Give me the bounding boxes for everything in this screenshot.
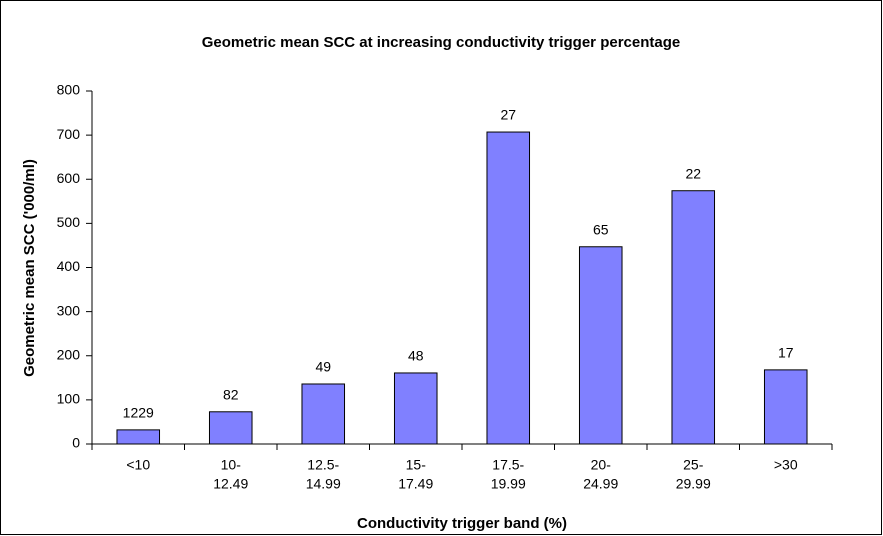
y-tick-label: 500 <box>57 214 81 230</box>
x-tick-label: 29.99 <box>676 476 711 492</box>
count-label: 82 <box>223 386 239 402</box>
count-label: 1229 <box>123 405 154 421</box>
y-tick-label: 600 <box>57 170 81 186</box>
bar <box>208 411 253 445</box>
x-tick-label: 12.5- <box>307 457 339 473</box>
x-tick-label: 19.99 <box>491 476 526 492</box>
x-tick-label: 12.49 <box>213 476 248 492</box>
bar <box>671 190 716 445</box>
chart-title: Geometric mean SCC at increasing conduct… <box>202 34 680 51</box>
y-tick-label: 400 <box>57 258 81 274</box>
count-label: 48 <box>408 348 424 364</box>
y-tick-label: 800 <box>57 82 81 98</box>
count-label: 27 <box>500 107 516 123</box>
count-label: 22 <box>685 165 701 181</box>
bar <box>578 246 623 445</box>
x-tick-label: 14.99 <box>306 476 341 492</box>
y-tick-label: 200 <box>57 346 81 362</box>
x-tick-label: 17.49 <box>398 476 433 492</box>
x-tick-label: 10- <box>221 457 242 473</box>
count-label: 17 <box>778 345 794 361</box>
count-label: 65 <box>593 221 609 237</box>
bar <box>116 429 161 445</box>
bar <box>763 369 808 445</box>
x-tick-label: 15- <box>406 457 427 473</box>
y-axis-label: Geometric mean SCC ('000/ml) <box>21 159 38 377</box>
x-tick-label: <10 <box>126 457 150 473</box>
y-tick-label: 300 <box>57 302 81 318</box>
x-tick-label: 20- <box>591 457 612 473</box>
x-tick-label: 24.99 <box>583 476 618 492</box>
bar <box>486 131 531 445</box>
bar <box>393 372 438 445</box>
y-tick-label: 700 <box>57 126 81 142</box>
bar <box>301 383 346 445</box>
y-tick-label: 0 <box>72 435 80 451</box>
count-label: 49 <box>315 359 331 375</box>
x-axis-label: Conductivity trigger band (%) <box>357 515 567 532</box>
x-tick-label: >30 <box>774 457 798 473</box>
y-tick-label: 100 <box>57 391 81 407</box>
x-tick-label: 17.5- <box>492 457 524 473</box>
x-tick-label: 25- <box>683 457 704 473</box>
